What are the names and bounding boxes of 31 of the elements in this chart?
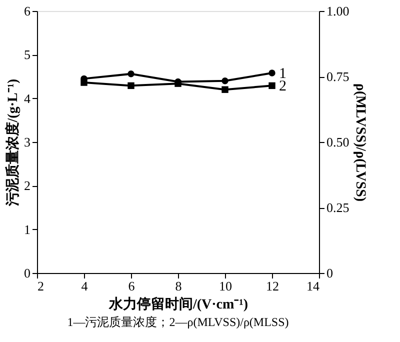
x-tick-label: 12 bbox=[266, 278, 279, 294]
series-label: 2 bbox=[279, 78, 286, 95]
y2-tick-label: 0.25 bbox=[326, 200, 350, 215]
x-tick-label: 10 bbox=[219, 278, 232, 294]
y2-axis-title: ρ(MLVSS)/ρ(LVSS) bbox=[352, 83, 368, 202]
point bbox=[222, 78, 228, 84]
y2-tick-label: 0 bbox=[326, 266, 333, 280]
point bbox=[128, 82, 134, 90]
y2-tick-label: 0.50 bbox=[326, 134, 350, 150]
y-tick-label: 4 bbox=[24, 90, 31, 106]
y-tick-label: 1 bbox=[24, 222, 30, 237]
x-tick-label: 6 bbox=[128, 278, 136, 294]
y-tick-label: 3 bbox=[24, 134, 30, 150]
point bbox=[128, 70, 134, 78]
x-tick-label: 4 bbox=[81, 278, 88, 294]
point bbox=[268, 70, 276, 76]
text: 1—污泥质量浓度；2—ρ(MLVSS)/ρ(MLSS) bbox=[67, 315, 289, 329]
y-tick-label: 0 bbox=[24, 266, 30, 280]
x-axis-title: 水力停留时间/(V·cm⁻¹) bbox=[108, 296, 248, 312]
x-tick-label: 2 bbox=[38, 278, 44, 294]
point bbox=[268, 82, 276, 90]
x-tick-label: 8 bbox=[175, 278, 182, 294]
y-axis-title: 污泥质量浓度/(g·L⁻¹) bbox=[4, 78, 21, 208]
y-tick-label: 5 bbox=[24, 47, 30, 62]
point bbox=[80, 79, 88, 86]
y-tick-label: 6 bbox=[24, 4, 31, 18]
x-tick-label: 14 bbox=[306, 278, 320, 294]
y2-tick-label: 1.00 bbox=[326, 4, 350, 18]
y-tick-label: 2 bbox=[24, 178, 30, 194]
point bbox=[222, 86, 228, 93]
y2-tick-label: 0.75 bbox=[326, 69, 350, 84]
